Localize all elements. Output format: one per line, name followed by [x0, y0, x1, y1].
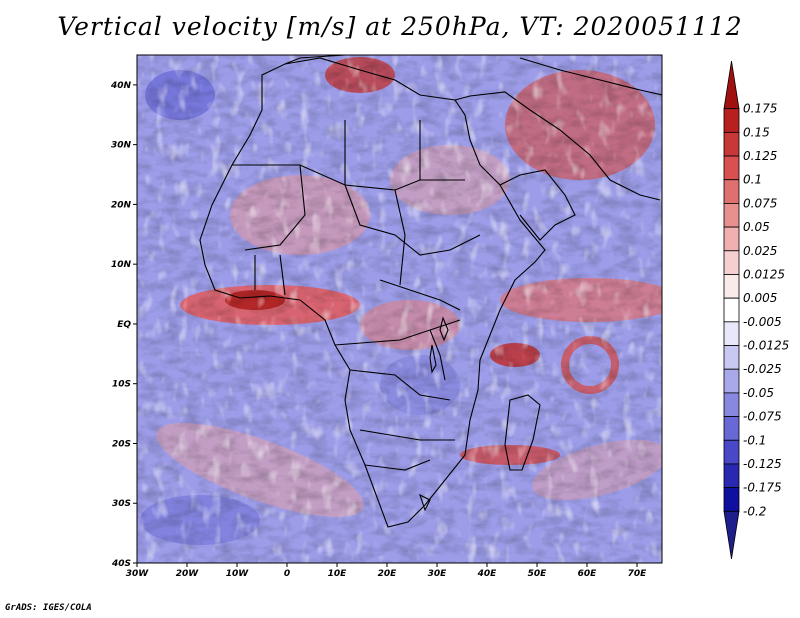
lat-tick-label: 10S — [112, 380, 131, 390]
lon-tick-label: 20E — [378, 569, 398, 579]
coastlines — [199, 55, 662, 528]
lon-tick-label: 10E — [328, 569, 348, 579]
colorbar-top-arrow — [723, 60, 740, 110]
lat-tick-label: 20N — [111, 200, 132, 210]
longitude-axis: 30W 20W 10W 0 10E 20E 30E 40E 50E 60E 70E — [126, 563, 647, 579]
lon-tick-label: 30E — [428, 569, 448, 579]
lat-tick-label: 20S — [112, 439, 131, 449]
colorbar-label: -0.005 — [743, 315, 782, 329]
colorbar-swatch — [723, 274, 740, 299]
lat-tick-label: 30N — [111, 141, 132, 151]
colorbar-swatch — [723, 392, 740, 417]
colorbar-label: 0.0125 — [743, 267, 785, 281]
colorbar-label: -0.1 — [743, 433, 766, 447]
colorbar-swatch — [723, 345, 740, 370]
colorbar-label: 0.15 — [743, 125, 770, 139]
lat-tick-label: 30S — [112, 499, 131, 509]
colorbar-label: -0.075 — [743, 410, 782, 424]
colorbar-label: 0.175 — [743, 102, 777, 116]
colorbar-swatch — [723, 250, 740, 275]
colorbar-label: 0.025 — [743, 244, 777, 258]
colorbar-label: -0.05 — [743, 386, 774, 400]
lat-tick-label: 40S — [111, 559, 131, 569]
lon-tick-label: 50E — [528, 569, 548, 579]
colorbar-label: 0.075 — [743, 196, 777, 210]
colorbar-swatch — [723, 487, 740, 512]
velocity-field — [137, 55, 662, 563]
colorbar-swatch — [723, 321, 740, 346]
lat-tick-label: 40N — [110, 81, 132, 91]
lon-tick-label: 70E — [628, 569, 648, 579]
colorbar-label: -0.0125 — [743, 339, 789, 353]
colorbar-label: -0.175 — [743, 481, 782, 495]
grads-credit: GrADS: IGES/COLA — [5, 603, 92, 613]
lon-tick-label: 60E — [578, 569, 598, 579]
colorbar-label: 0.05 — [743, 220, 770, 234]
map-frame — [136, 54, 663, 564]
lon-tick-label: 40E — [477, 569, 498, 579]
lat-tick-label: EQ — [117, 320, 131, 330]
colorbar-bottom-arrow — [723, 510, 740, 560]
colorbar-swatch — [723, 155, 740, 181]
lon-tick-label: 20W — [176, 569, 200, 579]
colorbar-swatch — [723, 297, 740, 323]
colorbar-swatch — [723, 179, 740, 204]
colorbar-label: 0.005 — [743, 291, 777, 305]
lon-tick-label: 30W — [126, 569, 150, 579]
colorbar-swatch — [723, 368, 740, 394]
lon-tick-label: 0 — [284, 569, 290, 579]
colorbar-swatch — [723, 108, 740, 133]
chart-title: Vertical velocity [m/s] at 250hPa, VT: 2… — [57, 12, 743, 41]
colorbar-label: 0.125 — [743, 149, 777, 163]
colorbar-swatch — [723, 131, 740, 157]
colorbar-label: -0.125 — [743, 457, 782, 471]
lon-tick-label: 10W — [226, 569, 250, 579]
colorbar-swatch — [723, 226, 740, 252]
colorbar-swatch — [723, 463, 740, 489]
colorbar-swatch — [723, 203, 740, 228]
lat-tick-label: 10N — [111, 260, 132, 270]
colorbar-label: 0.1 — [743, 173, 762, 187]
colorbar-swatch — [723, 416, 740, 441]
colorbar-label: -0.2 — [743, 504, 766, 518]
latitude-axis: 40N 30N 20N 10N EQ 10S 20S 30S 40S — [110, 81, 137, 569]
colorbar-swatch — [723, 439, 740, 465]
colorbar: 0.175 0.15 0.125 0.1 0.075 0.05 0.025 0.0125 0.0… — [723, 60, 789, 560]
colorbar-label: -0.025 — [743, 362, 782, 376]
